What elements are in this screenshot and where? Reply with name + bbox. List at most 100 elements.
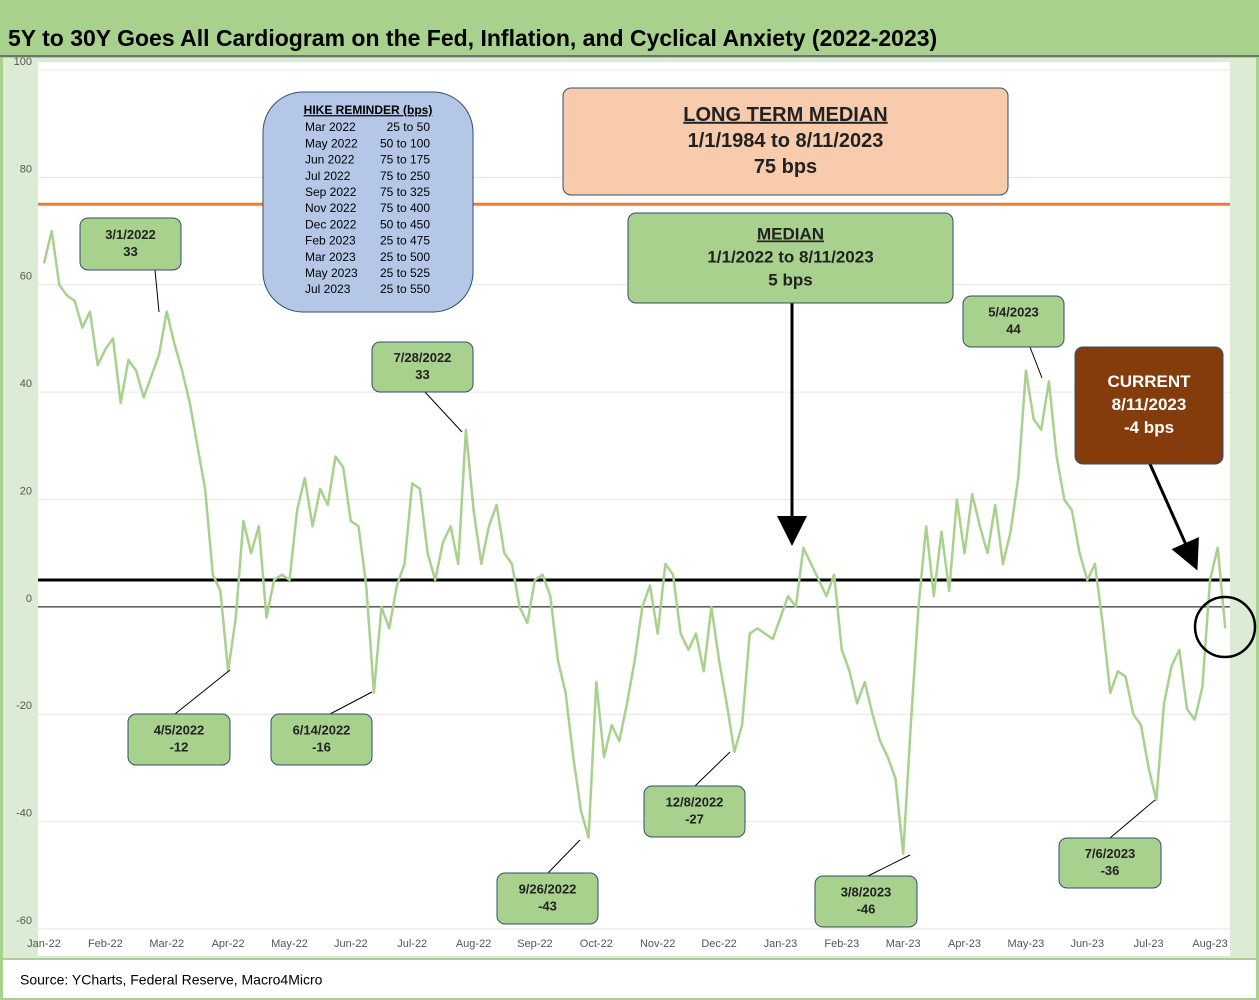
x-tick-label: Feb-23 — [824, 938, 859, 950]
x-tick-label: Sep-22 — [517, 938, 552, 950]
x-tick-label: Jan-22 — [27, 938, 61, 950]
hike-range: 75 to 175 — [380, 153, 430, 167]
annotation-box — [496, 872, 599, 925]
leader-line — [547, 839, 581, 874]
annotation-text: 6/14/2022 — [293, 722, 351, 737]
y-tick-label: 60 — [20, 271, 32, 283]
annotation-text: -4 bps — [1124, 418, 1174, 437]
annotation-text: 9/26/2022 — [519, 881, 577, 896]
annotation-text: 33 — [123, 244, 137, 259]
x-tick-label: May-22 — [271, 938, 308, 950]
x-tick-label: Aug-22 — [456, 938, 491, 950]
source-band — [3, 960, 1256, 998]
annotation-box — [962, 295, 1065, 348]
annotation-text: 5 bps — [768, 270, 812, 289]
hike-title: HIKE REMINDER (bps) — [304, 103, 433, 117]
annotation-text: 44 — [1006, 321, 1021, 336]
y-tick-label: 80 — [20, 163, 32, 175]
x-tick-label: Nov-22 — [640, 938, 675, 950]
hike-month: May 2022 — [305, 136, 358, 150]
x-tick-label: Aug-23 — [1192, 938, 1227, 950]
hike-month: Dec 2022 — [305, 217, 357, 231]
hike-month: Jul 2023 — [305, 282, 351, 296]
hike-range: 75 to 250 — [380, 169, 430, 183]
hike-range: 25 to 500 — [380, 250, 430, 264]
annotation-text: -16 — [312, 739, 331, 754]
leader-line — [174, 669, 231, 715]
x-tick-label: May-23 — [1008, 938, 1045, 950]
annotation-text: -43 — [538, 898, 557, 913]
hike-month: Nov 2022 — [305, 201, 357, 215]
x-tick-label: Apr-23 — [948, 938, 981, 950]
leader-line — [329, 691, 373, 715]
y-tick-label: 0 — [26, 593, 32, 605]
leader-line — [1029, 346, 1043, 379]
annotation-text: 3/8/2023 — [841, 884, 892, 899]
annotation-box — [371, 341, 474, 393]
hike-month: Jun 2022 — [305, 153, 355, 167]
annotation-box — [79, 217, 182, 271]
annotation-text: 33 — [415, 367, 429, 382]
hike-month: May 2023 — [305, 266, 358, 280]
annotation-box — [1058, 837, 1162, 889]
annotation-text: -46 — [857, 901, 876, 916]
x-tick-label: Oct-22 — [580, 938, 613, 950]
x-tick-label: Jun-22 — [334, 938, 368, 950]
leader-line — [867, 854, 911, 877]
annotation-box — [814, 875, 918, 928]
hike-range: 25 to 50 — [387, 120, 431, 134]
hike-month: Jul 2022 — [305, 169, 351, 183]
x-tick-label: Jul-23 — [1134, 938, 1164, 950]
source: Source: YCharts, Federal Reserve, Macro4… — [20, 972, 323, 988]
plot-area — [38, 62, 1230, 956]
annotation-text: 1/1/1984 to 8/11/2023 — [688, 130, 884, 152]
y-tick-label: -20 — [16, 700, 32, 712]
title-band — [0, 0, 1259, 56]
annotation-text: 5/4/2023 — [988, 304, 1039, 319]
hike-month: Mar 2022 — [305, 120, 356, 134]
chart-title: 5Y to 30Y Goes All Cardiogram on the Fed… — [8, 25, 937, 51]
current-circle — [1193, 595, 1257, 659]
annotation-text: 8/11/2023 — [1112, 395, 1187, 414]
annotation-text: MEDIAN — [757, 224, 824, 243]
annotation-text: 7/6/2023 — [1085, 846, 1136, 861]
y-tick-label: 40 — [20, 378, 32, 390]
leader-line — [424, 391, 463, 433]
x-tick-label: Mar-23 — [886, 938, 921, 950]
hike-range: 75 to 400 — [380, 201, 430, 215]
x-tick-label: Jul-22 — [397, 938, 427, 950]
annotation-text: -27 — [685, 811, 704, 826]
annotation-box — [627, 212, 954, 304]
annotation-text: 4/5/2022 — [154, 722, 205, 737]
hike-range: 75 to 325 — [380, 185, 430, 199]
x-tick-label: Feb-22 — [88, 938, 123, 950]
leader-line — [154, 269, 160, 313]
y-tick-label: -40 — [16, 808, 32, 820]
hike-range: 25 to 525 — [380, 266, 430, 280]
annotation-text: 7/28/2022 — [394, 350, 452, 365]
hike-range: 50 to 100 — [380, 136, 430, 150]
annotation-box — [562, 87, 1009, 196]
x-tick-label: Dec-22 — [701, 938, 736, 950]
hike-month: Mar 2023 — [305, 250, 356, 264]
annotation-text: 12/8/2022 — [666, 794, 724, 809]
hike-month: Feb 2023 — [305, 234, 356, 248]
hike-range: 50 to 450 — [380, 217, 430, 231]
annotation-box — [643, 785, 746, 838]
leader-line — [1109, 799, 1156, 839]
annotation-box — [127, 713, 231, 766]
y-tick-label: 20 — [20, 485, 32, 497]
x-tick-label: Apr-22 — [212, 938, 245, 950]
hike-box — [262, 91, 474, 313]
hike-range: 25 to 475 — [380, 234, 430, 248]
annotation-text: 3/1/2022 — [105, 227, 156, 242]
annotation-text: LONG TERM MEDIAN — [683, 104, 887, 126]
y-tick-label: -60 — [16, 915, 32, 927]
x-tick-label: Jun-23 — [1070, 938, 1104, 950]
annotation-text: -12 — [170, 739, 189, 754]
leader-line — [694, 751, 731, 787]
data-line — [42, 229, 1227, 856]
x-tick-label: Mar-22 — [149, 938, 184, 950]
